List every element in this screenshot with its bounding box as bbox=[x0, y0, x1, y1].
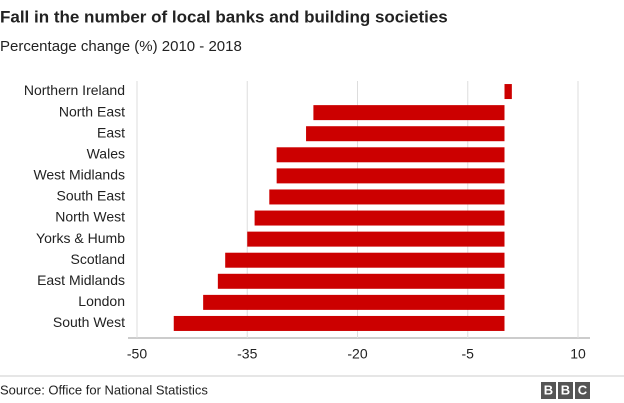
y-tick-label: West Midlands bbox=[33, 167, 125, 183]
bar bbox=[203, 294, 505, 310]
bar bbox=[313, 105, 505, 121]
bar bbox=[306, 126, 505, 142]
logo-letter: B bbox=[544, 382, 553, 397]
bar bbox=[504, 84, 512, 100]
x-tick-label: -5 bbox=[462, 346, 475, 362]
bar bbox=[254, 210, 505, 226]
y-tick-label: Northern Ireland bbox=[24, 82, 125, 98]
y-tick-label: North East bbox=[59, 103, 125, 119]
bar bbox=[276, 168, 505, 184]
y-tick-label: Yorks & Humb bbox=[36, 230, 125, 246]
bar bbox=[269, 189, 505, 205]
bar bbox=[276, 147, 505, 163]
logo-box bbox=[558, 382, 573, 399]
chart-subtitle: Percentage change (%) 2010 - 2018 bbox=[0, 38, 242, 55]
logo-letter: B bbox=[561, 382, 570, 397]
y-tick-label: East Midlands bbox=[37, 272, 125, 288]
logo-letter: C bbox=[578, 382, 588, 397]
y-tick-label: North West bbox=[55, 209, 125, 225]
x-tick-label: 10 bbox=[570, 346, 586, 362]
y-tick-label: Wales bbox=[87, 145, 125, 161]
source: Source: Office for National Statistics bbox=[0, 382, 208, 397]
bar bbox=[225, 252, 505, 268]
x-tick-label: -20 bbox=[347, 346, 367, 362]
y-tick-label: South West bbox=[53, 314, 125, 330]
bar bbox=[247, 231, 505, 247]
y-tick-label: East bbox=[97, 124, 125, 140]
logo-box bbox=[575, 382, 590, 399]
y-tick-label: Scotland bbox=[71, 251, 125, 267]
x-tick-label: -50 bbox=[127, 346, 147, 362]
y-tick-label: London bbox=[78, 293, 125, 309]
logo-box bbox=[541, 382, 556, 399]
bar bbox=[173, 315, 505, 331]
y-tick-label: South East bbox=[57, 188, 126, 204]
x-tick-label: -35 bbox=[237, 346, 257, 362]
chart-title: Fall in the number of local banks and bu… bbox=[0, 7, 448, 26]
bar bbox=[217, 273, 505, 289]
